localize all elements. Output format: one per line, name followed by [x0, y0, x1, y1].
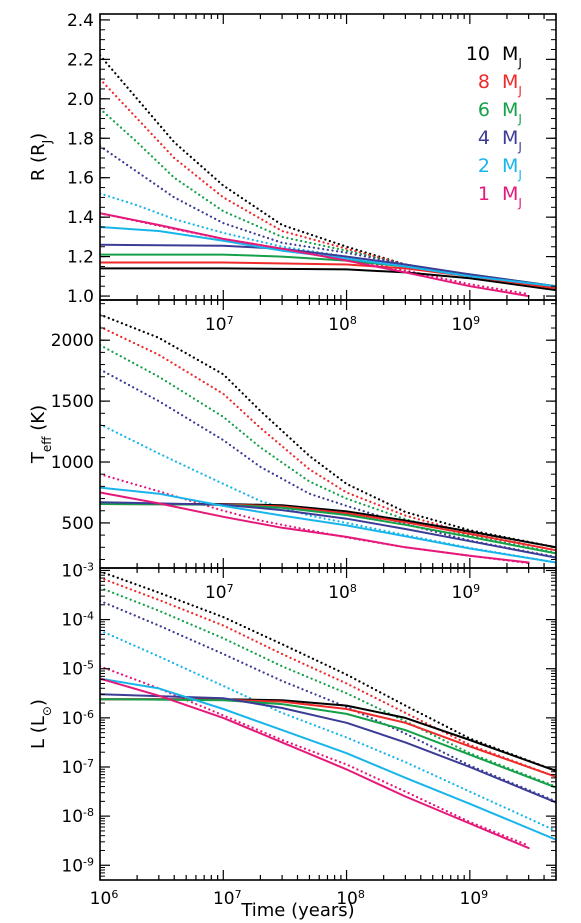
series-2mj-dotted — [100, 629, 556, 832]
series-4mj-solid — [100, 243, 556, 288]
series-1mj-solid — [100, 677, 530, 850]
x-ticks — [99, 14, 557, 300]
legend-mass-unit: MJ — [502, 71, 522, 98]
y-tick-label: 2.4 — [67, 11, 94, 31]
legend-mass-number: 1 — [478, 183, 490, 205]
y-tick-label: 1.6 — [67, 169, 94, 189]
legend-mass-unit: MJ — [502, 99, 522, 126]
y-tick-label: 10-6 — [61, 707, 94, 729]
y-tick-label: 1.2 — [67, 248, 94, 268]
series-2mj-dotted — [100, 192, 556, 288]
series-group — [100, 313, 556, 565]
x-ticks — [99, 568, 557, 880]
series-6mj-dotted — [100, 586, 556, 788]
series-8mj-dotted — [100, 325, 556, 552]
y-ticks: 10-9 10-8 10-7 10-6 10-5 10-4 10-3 — [61, 560, 556, 877]
y-tick-label: 2.2 — [67, 50, 94, 70]
legend-mass-number: 2 — [478, 155, 490, 177]
x-tick-label: 107 — [213, 888, 242, 910]
legend-mass-number: 6 — [478, 99, 490, 121]
x-tick-label: 106 — [90, 888, 119, 910]
series-8mj-dotted — [100, 576, 556, 778]
x-axis-label: Time (years) — [240, 900, 354, 921]
x-tick-label-inner: 107 — [205, 314, 234, 336]
legend-mass-unit: MJ — [502, 155, 522, 182]
series-10mj-solid — [100, 267, 556, 292]
series-4mj-solid — [100, 693, 556, 804]
legend-mass-unit: MJ — [502, 127, 522, 154]
series-group — [100, 570, 556, 850]
y-tick-label: 10-7 — [61, 756, 94, 778]
y-tick-label: 1.4 — [67, 208, 94, 228]
series-8mj-solid — [100, 261, 556, 290]
panel-luminosity: 10-9 10-8 10-7 10-6 10-5 10-4 10-3 107 108 109 L (… — [28, 560, 557, 881]
series-4mj-dotted — [100, 368, 556, 559]
x-tick-label-inner: 109 — [452, 582, 481, 604]
series-10mj-dotted — [100, 570, 556, 772]
series-8mj-dotted — [100, 78, 556, 290]
series-6mj-solid — [100, 698, 556, 789]
y-tick-label: 1500 — [51, 392, 94, 412]
y-ticks: 500 1000 1500 2000 — [51, 303, 556, 560]
series-group — [100, 54, 556, 298]
y-tick-label: 1.0 — [67, 287, 94, 307]
series-1mj-solid — [100, 212, 530, 298]
series-4mj-solid — [100, 501, 556, 559]
panel-frame — [99, 299, 557, 569]
x-tick-label: 108 — [336, 888, 365, 910]
series-10mj-solid — [100, 698, 556, 772]
y-ticks: 1.0 1.2 1.4 1.6 1.8 2.0 2.2 2.4 — [67, 11, 556, 307]
x-tick-label-inner: 107 — [205, 582, 234, 604]
x-tick-label-inner: 109 — [452, 314, 481, 336]
series-2mj-solid — [100, 486, 556, 564]
series-1mj-solid — [100, 491, 530, 564]
series-1mj-dotted — [100, 665, 530, 847]
y-tick-label: 2.0 — [67, 90, 94, 110]
x-tick-label-inner: 108 — [328, 314, 357, 336]
x-axis-labels: 106 107 108 109 Time (years) — [90, 888, 488, 922]
x-tick-label-inner: 108 — [328, 582, 357, 604]
panel-frame — [99, 567, 557, 881]
series-8mj-solid — [100, 503, 556, 552]
y-tick-label: 1.8 — [67, 129, 94, 149]
y-tick-label: 10-8 — [61, 806, 94, 828]
legend-mass-number: 4 — [478, 127, 490, 149]
y-axis-label: R (RJ) — [28, 133, 54, 181]
legend-mass-unit: MJ — [502, 43, 522, 70]
series-1mj-dotted — [100, 473, 530, 565]
y-axis-label: L (L⊙) — [28, 699, 54, 749]
x-ticks — [99, 300, 557, 568]
legend-mass-unit: MJ — [502, 183, 522, 210]
legend: 10 MJ 8 MJ 6 MJ 4 MJ 2 MJ 1 MJ — [466, 43, 522, 210]
panel-teff: 500 1000 1500 2000 107 108 109 Teff (K) — [28, 299, 557, 569]
y-tick-label: 10-3 — [61, 560, 94, 582]
y-tick-label: 1000 — [51, 453, 94, 473]
legend-mass-number: 10 — [466, 43, 490, 65]
y-tick-label: 10-9 — [61, 855, 94, 877]
legend-mass-number: 8 — [478, 71, 490, 93]
y-tick-label: 10-5 — [61, 658, 94, 680]
y-axis-label: Teff (K) — [28, 405, 54, 464]
series-4mj-dotted — [100, 599, 556, 803]
y-tick-label: 10-4 — [61, 609, 94, 631]
y-tick-label: 500 — [62, 514, 94, 534]
panel-radius: 1.0 1.2 1.4 1.6 1.8 2.0 2.2 2.4 R (RJ) — [28, 11, 557, 307]
series-2mj-solid — [100, 677, 556, 841]
y-tick-label: 2000 — [51, 331, 94, 351]
x-tick-label: 109 — [460, 888, 489, 910]
